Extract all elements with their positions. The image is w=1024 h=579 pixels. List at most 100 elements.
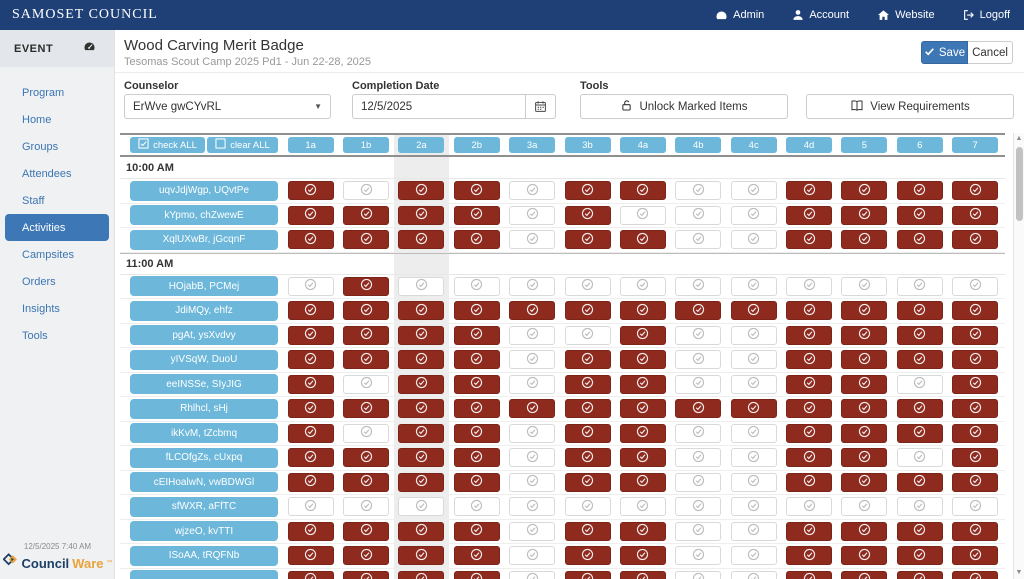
- req-cell-1b[interactable]: [343, 521, 390, 541]
- req-cell-4a[interactable]: [619, 301, 666, 321]
- req-cell-2a[interactable]: [398, 423, 445, 443]
- req-cell-6[interactable]: [896, 546, 943, 566]
- req-cell-3b[interactable]: [564, 325, 611, 345]
- column-header-3b[interactable]: 3b: [564, 137, 611, 153]
- req-cell-3a[interactable]: [509, 521, 556, 541]
- req-cell-2a[interactable]: [398, 399, 445, 419]
- req-cell-2b[interactable]: [453, 325, 500, 345]
- req-cell-2a[interactable]: [398, 181, 445, 201]
- req-cell-2a[interactable]: [398, 374, 445, 394]
- column-header-3a[interactable]: 3a: [509, 137, 556, 153]
- req-cell-3a[interactable]: [509, 423, 556, 443]
- counselor-select[interactable]: ErWve gwCYvRL ▼: [124, 94, 331, 119]
- req-cell-2b[interactable]: [453, 448, 500, 468]
- req-cell-7[interactable]: [952, 448, 999, 468]
- req-cell-6[interactable]: [896, 570, 943, 579]
- req-cell-4d[interactable]: [786, 374, 833, 394]
- req-cell-3b[interactable]: [564, 570, 611, 579]
- req-cell-2b[interactable]: [453, 374, 500, 394]
- save-button[interactable]: Save: [921, 41, 968, 64]
- req-cell-6[interactable]: [896, 350, 943, 370]
- sidebar-item-tools[interactable]: Tools: [22, 329, 48, 342]
- scout-name-button[interactable]: kYpmo, chZwewE: [130, 205, 278, 226]
- sidebar-item-attendees[interactable]: Attendees: [22, 167, 72, 180]
- req-cell-2b[interactable]: [453, 301, 500, 321]
- req-cell-1a[interactable]: [287, 448, 334, 468]
- scout-name-button[interactable]: pgAt, ysXvdvy: [130, 325, 278, 346]
- req-cell-7[interactable]: [952, 521, 999, 541]
- sidebar-item-home[interactable]: Home: [22, 113, 52, 126]
- scout-name-button[interactable]: fLCOfgZs, cUxpq: [130, 447, 278, 468]
- req-cell-5[interactable]: [841, 423, 888, 443]
- req-cell-3b[interactable]: [564, 546, 611, 566]
- req-cell-2b[interactable]: [453, 497, 500, 517]
- req-cell-1b[interactable]: [343, 570, 390, 579]
- req-cell-3a[interactable]: [509, 546, 556, 566]
- req-cell-2a[interactable]: [398, 472, 445, 492]
- req-cell-3a[interactable]: [509, 448, 556, 468]
- req-cell-3a[interactable]: [509, 350, 556, 370]
- scrollbar-thumb[interactable]: [1015, 147, 1023, 221]
- column-header-2a[interactable]: 2a: [398, 137, 445, 153]
- req-cell-4c[interactable]: [730, 521, 777, 541]
- req-cell-1b[interactable]: [343, 497, 390, 517]
- req-cell-7[interactable]: [952, 546, 999, 566]
- req-cell-4d[interactable]: [786, 325, 833, 345]
- req-cell-3a[interactable]: [509, 472, 556, 492]
- req-cell-4d[interactable]: [786, 276, 833, 296]
- req-cell-2a[interactable]: [398, 276, 445, 296]
- column-header-4b[interactable]: 4b: [675, 137, 722, 153]
- req-cell-3b[interactable]: [564, 350, 611, 370]
- req-cell-6[interactable]: [896, 374, 943, 394]
- req-cell-4c[interactable]: [730, 276, 777, 296]
- req-cell-2b[interactable]: [453, 472, 500, 492]
- req-cell-1a[interactable]: [287, 546, 334, 566]
- req-cell-7[interactable]: [952, 276, 999, 296]
- req-cell-2a[interactable]: [398, 301, 445, 321]
- req-cell-7[interactable]: [952, 181, 999, 201]
- req-cell-1b[interactable]: [343, 374, 390, 394]
- calendar-icon[interactable]: [525, 94, 556, 119]
- req-cell-1b[interactable]: [343, 423, 390, 443]
- req-cell-4d[interactable]: [786, 448, 833, 468]
- req-cell-7[interactable]: [952, 399, 999, 419]
- sidebar-item-staff[interactable]: Staff: [22, 194, 45, 207]
- req-cell-5[interactable]: [841, 448, 888, 468]
- req-cell-2a[interactable]: [398, 325, 445, 345]
- req-cell-1a[interactable]: [287, 423, 334, 443]
- req-cell-1a[interactable]: [287, 521, 334, 541]
- req-cell-5[interactable]: [841, 570, 888, 579]
- req-cell-1b[interactable]: [343, 472, 390, 492]
- req-cell-1b[interactable]: [343, 325, 390, 345]
- req-cell-4a[interactable]: [619, 181, 666, 201]
- req-cell-4d[interactable]: [786, 301, 833, 321]
- req-cell-4a[interactable]: [619, 497, 666, 517]
- req-cell-3b[interactable]: [564, 497, 611, 517]
- req-cell-4b[interactable]: [675, 570, 722, 579]
- sidebar-item-insights[interactable]: Insights: [22, 302, 60, 315]
- req-cell-4c[interactable]: [730, 205, 777, 225]
- req-cell-2a[interactable]: [398, 546, 445, 566]
- req-cell-4a[interactable]: [619, 423, 666, 443]
- req-cell-2b[interactable]: [453, 230, 500, 250]
- req-cell-4a[interactable]: [619, 205, 666, 225]
- req-cell-2a[interactable]: [398, 230, 445, 250]
- req-cell-6[interactable]: [896, 448, 943, 468]
- req-cell-7[interactable]: [952, 325, 999, 345]
- column-header-4a[interactable]: 4a: [619, 137, 666, 153]
- req-cell-3a[interactable]: [509, 325, 556, 345]
- req-cell-5[interactable]: [841, 181, 888, 201]
- req-cell-6[interactable]: [896, 301, 943, 321]
- scout-name-button[interactable]: Rhlhcl, sHj: [130, 398, 278, 419]
- req-cell-4d[interactable]: [786, 350, 833, 370]
- req-cell-4a[interactable]: [619, 230, 666, 250]
- req-cell-4b[interactable]: [675, 325, 722, 345]
- req-cell-1a[interactable]: [287, 205, 334, 225]
- req-cell-7[interactable]: [952, 497, 999, 517]
- clear-all-button[interactable]: clear ALL: [207, 137, 278, 153]
- sidebar-item-orders[interactable]: Orders: [22, 275, 56, 288]
- scout-name-button[interactable]: JdiMQy, ehfz: [130, 300, 278, 321]
- req-cell-3a[interactable]: [509, 570, 556, 579]
- req-cell-5[interactable]: [841, 521, 888, 541]
- req-cell-6[interactable]: [896, 399, 943, 419]
